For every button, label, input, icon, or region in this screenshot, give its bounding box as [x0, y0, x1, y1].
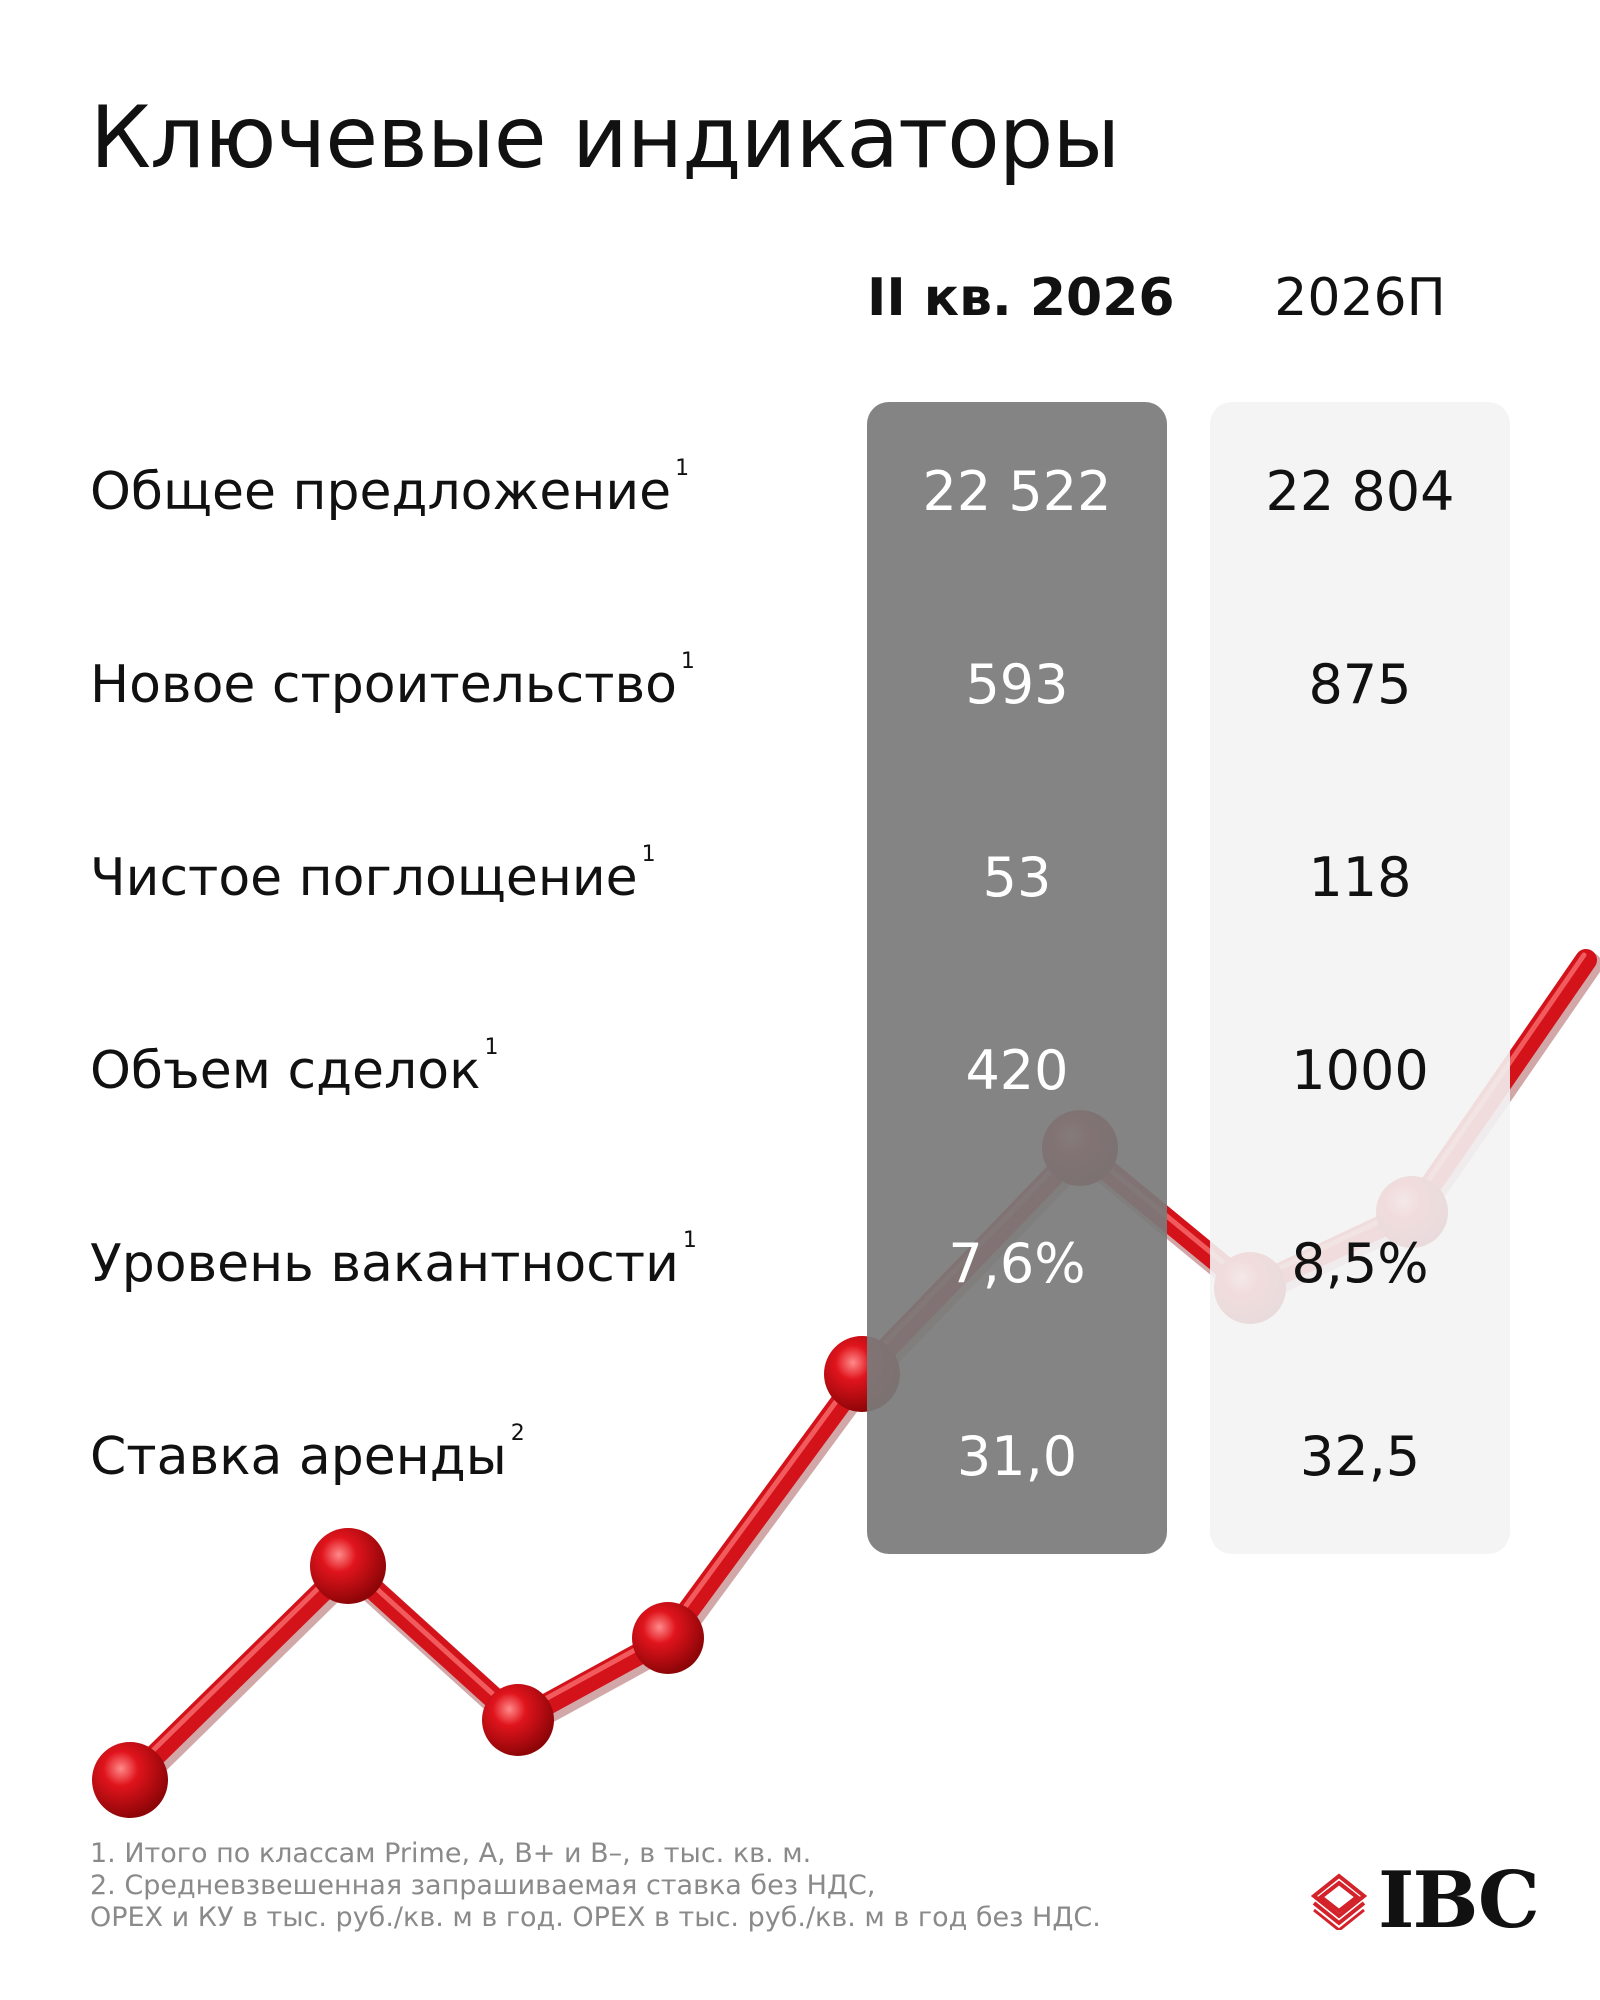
- footnote-2-continued: OPEX и КУ в тыс. руб./кв. м в год. OPEX …: [90, 1902, 1101, 1933]
- trend-point-3: [482, 1684, 554, 1756]
- trend-point-4: [632, 1602, 704, 1674]
- footnote-marker: 1: [484, 1035, 499, 1060]
- row-label-vacancy-rate: Уровень вакантности 1: [90, 1228, 697, 1294]
- value-current-new-construction: 593: [965, 653, 1069, 716]
- footnote-marker: 1: [641, 842, 656, 867]
- row-label-new-construction: Новое строительство 1: [90, 649, 695, 715]
- value-forecast-rental-rate: 32,5: [1299, 1425, 1421, 1488]
- column-header-forecast: 2026П: [1274, 268, 1446, 328]
- value-forecast-new-construction: 875: [1308, 653, 1412, 716]
- value-forecast-deal-volume: 1000: [1291, 1039, 1429, 1102]
- value-forecast-total-supply: 22 804: [1265, 460, 1455, 523]
- layered-diamond-icon: [1310, 1872, 1368, 1930]
- value-current-deal-volume: 420: [965, 1039, 1069, 1102]
- footnote-marker: 1: [682, 1228, 697, 1253]
- trend-point-2: [310, 1528, 386, 1604]
- footnote-marker: 1: [675, 456, 690, 481]
- value-current-total-supply: 22 522: [922, 460, 1112, 523]
- forecast-column-panel: [1210, 402, 1510, 1554]
- footnote-1: 1. Итого по классам Prime, A, B+ и B–, в…: [90, 1838, 812, 1869]
- page-title: Ключевые индикаторы: [90, 88, 1120, 188]
- footnotes: 1. Итого по классам Prime, A, B+ и B–, в…: [90, 1838, 1101, 1934]
- row-label-rental-rate: Ставка аренды 2: [90, 1421, 525, 1487]
- value-current-vacancy-rate: 7,6%: [948, 1232, 1086, 1295]
- current-column-panel: [867, 402, 1167, 1554]
- column-header-current: II кв. 2026: [867, 268, 1175, 328]
- value-current-net-absorption: 53: [982, 846, 1052, 909]
- row-label-total-supply: Общее предложение 1: [90, 456, 690, 522]
- row-label-deal-volume: Объем сделок 1: [90, 1035, 499, 1101]
- logo-text: IBC: [1378, 1855, 1540, 1946]
- footnote-marker: 1: [680, 649, 695, 674]
- value-forecast-vacancy-rate: 8,5%: [1291, 1232, 1429, 1295]
- value-current-rental-rate: 31,0: [956, 1425, 1078, 1488]
- ibc-logo: IBC: [1310, 1855, 1540, 1946]
- footnote-2: 2. Средневзвешенная запрашиваемая ставка…: [90, 1870, 876, 1901]
- row-label-net-absorption: Чистое поглощение 1: [90, 842, 656, 908]
- trend-point-1: [92, 1742, 168, 1818]
- footnote-marker: 2: [510, 1421, 525, 1446]
- value-forecast-net-absorption: 118: [1308, 846, 1412, 909]
